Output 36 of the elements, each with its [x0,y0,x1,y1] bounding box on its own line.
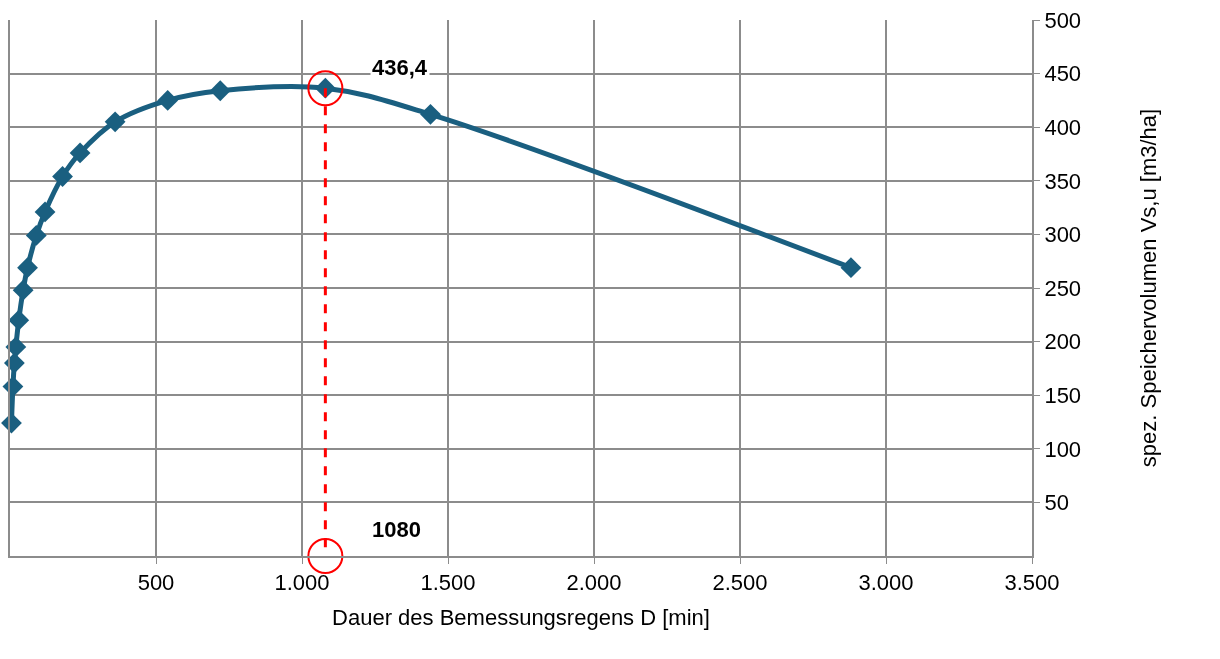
point [8,309,30,331]
y-tick-label: 450 [1044,61,1082,87]
point [17,257,38,279]
point [12,279,34,301]
point [25,225,47,246]
point [209,80,231,102]
x-tick-label: 2.000 [566,570,622,596]
point [5,336,27,358]
point [69,142,91,164]
x-axis-title: Dauer des Bemessungsregens D [min] [332,604,710,630]
x-tick-label: 2.500 [712,570,768,596]
y-tick-label: 100 [1044,436,1082,462]
annotation: 436,4 [372,55,428,80]
point [34,201,56,223]
annotation: 1080 [372,517,421,542]
y-tick-label: 300 [1044,222,1082,248]
y-tick-label: 500 [1044,7,1082,33]
y-tick-label: 250 [1044,275,1082,301]
y-tick-label: 150 [1044,382,1082,408]
y-tick-label: 200 [1044,329,1082,355]
point [157,90,179,111]
x-tick-label: 3.000 [858,570,914,596]
point [104,111,126,133]
x-tick-label: 1.000 [274,570,330,596]
y-tick-label: 350 [1044,168,1082,194]
x-tick-label: 1.500 [420,570,476,596]
point [307,70,344,107]
point [840,257,862,279]
point [420,103,441,125]
y-tick-label: 50 [1044,490,1069,516]
point [52,166,73,187]
y-axis-title: spez. Speichervolumen Vs,u [m3/ha] [1135,108,1161,468]
y-tick-label: 400 [1044,114,1082,140]
x-tick-label: 3.500 [1004,570,1060,596]
x-tick-label: 500 [137,570,175,596]
point [307,538,344,574]
